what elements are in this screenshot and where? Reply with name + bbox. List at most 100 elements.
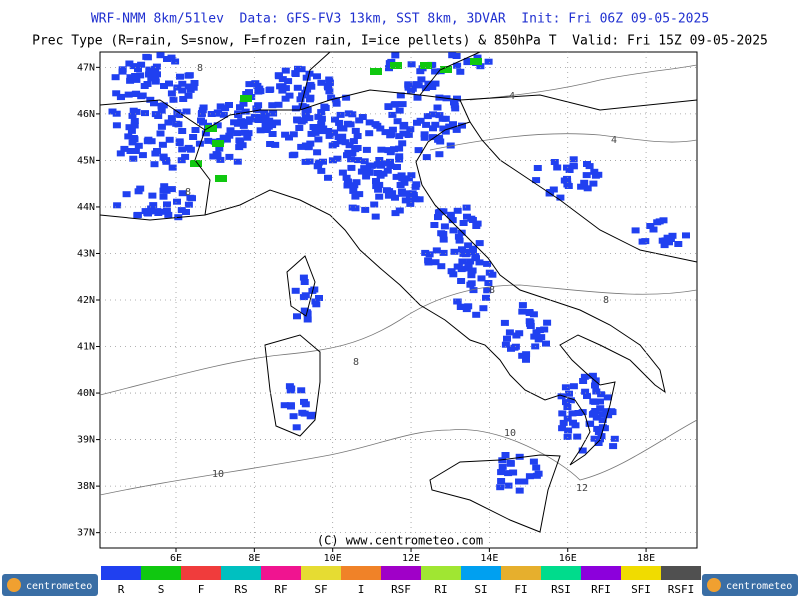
legend-label: F: [198, 583, 205, 596]
precip-cell: [321, 105, 330, 111]
logo: centrometeo: [702, 574, 798, 596]
x-tick-label: 6E: [170, 553, 182, 564]
precip-cell: [360, 158, 369, 165]
precip-cell: [265, 117, 274, 124]
precip-cell: [350, 182, 359, 189]
precip-cell: [564, 183, 573, 189]
precip-cell: [453, 95, 461, 102]
precip-cell: [362, 146, 371, 153]
precip-cell: [424, 257, 433, 264]
precip-cell: [328, 142, 337, 149]
precip-cell: [253, 114, 262, 121]
precip-cell: [142, 53, 151, 60]
precip-cell: [591, 398, 600, 405]
precip-cell: [439, 249, 448, 256]
precip-cell: [433, 104, 442, 111]
precip-cell: [467, 215, 476, 222]
precip-cell: [324, 84, 332, 91]
legend-label: RS: [234, 583, 247, 596]
precip-cell: [420, 62, 432, 69]
precip-cell: [254, 102, 263, 109]
precip-cell: [395, 107, 404, 114]
precip-cell: [342, 94, 351, 101]
precip-cell: [118, 68, 127, 75]
precip-cell: [253, 82, 262, 89]
precip-cell: [529, 458, 538, 465]
precip-cell: [260, 110, 269, 116]
precip-cell: [376, 172, 385, 179]
logo-text: centrometeo: [726, 581, 792, 592]
precip-cell: [299, 294, 308, 301]
precip-cell: [556, 194, 565, 201]
precip-cell: [479, 305, 488, 312]
precip-cell: [391, 52, 400, 59]
precip-cell: [131, 73, 140, 79]
precip-cell: [452, 53, 461, 59]
precip-cell: [292, 424, 301, 431]
precip-cell: [338, 133, 347, 140]
precip-cell: [365, 162, 374, 169]
precip-cell: [583, 393, 591, 399]
precip-cell: [167, 115, 176, 122]
precip-cell: [221, 105, 230, 112]
precip-cell: [404, 132, 413, 138]
precip-cell: [546, 189, 555, 195]
precip-cell: [303, 86, 312, 93]
precip-cell: [298, 103, 307, 110]
precip-cell: [377, 162, 385, 169]
precip-cell: [310, 286, 319, 293]
precip-cell: [467, 268, 476, 275]
precip-cell: [305, 96, 314, 103]
precip-cell: [146, 96, 155, 103]
precip-cell: [344, 178, 352, 185]
precip-cell: [372, 183, 381, 190]
precip-cell: [596, 405, 605, 412]
y-tick-label: 41N: [77, 342, 95, 353]
precip-cell: [425, 251, 434, 258]
precip-cell: [272, 119, 281, 126]
precip-cell: [160, 183, 169, 190]
precip-cell: [145, 208, 154, 215]
precip-cell: [386, 132, 395, 139]
precip-cell: [412, 181, 421, 188]
legend-label: FI: [514, 583, 527, 596]
precip-cell: [126, 74, 135, 81]
y-tick-label: 39N: [77, 435, 95, 446]
contour-label: 8: [603, 295, 609, 306]
precip-cell: [311, 298, 320, 305]
precip-cell: [569, 162, 578, 169]
precip-cell: [215, 175, 227, 182]
y-tick-label: 43N: [77, 248, 95, 259]
precip-cell: [325, 88, 334, 95]
legend-label: SFI: [631, 583, 651, 596]
precip-cell: [327, 94, 336, 101]
legend-swatch: [381, 566, 421, 580]
precip-cell: [112, 122, 121, 129]
precip-cell: [447, 268, 456, 275]
precip-cell: [137, 61, 146, 68]
precip-cell: [439, 236, 448, 243]
precip-cell: [497, 469, 506, 476]
precip-cell: [569, 156, 578, 163]
precip-cell: [391, 101, 400, 108]
precip-cell: [317, 109, 326, 116]
precip-cell: [148, 192, 157, 199]
legend-label: RSFI: [668, 583, 695, 596]
precip-cell: [151, 150, 160, 157]
precip-cell: [331, 116, 339, 123]
y-tick-label: 42N: [77, 295, 95, 306]
precip-cell: [307, 130, 316, 137]
precip-cell: [289, 413, 298, 420]
precip-cell: [130, 122, 139, 129]
precip-cell: [408, 190, 417, 197]
precip-cell: [434, 214, 442, 221]
legend-swatch: [101, 566, 141, 580]
precip-cell: [178, 80, 187, 87]
precip-cell: [281, 95, 290, 102]
precip-cell: [558, 425, 567, 432]
precip-cell: [420, 134, 429, 141]
precip-cell: [307, 411, 316, 418]
precip-cell: [239, 100, 248, 107]
precip-cell: [464, 303, 473, 310]
precip-cell: [362, 173, 371, 180]
